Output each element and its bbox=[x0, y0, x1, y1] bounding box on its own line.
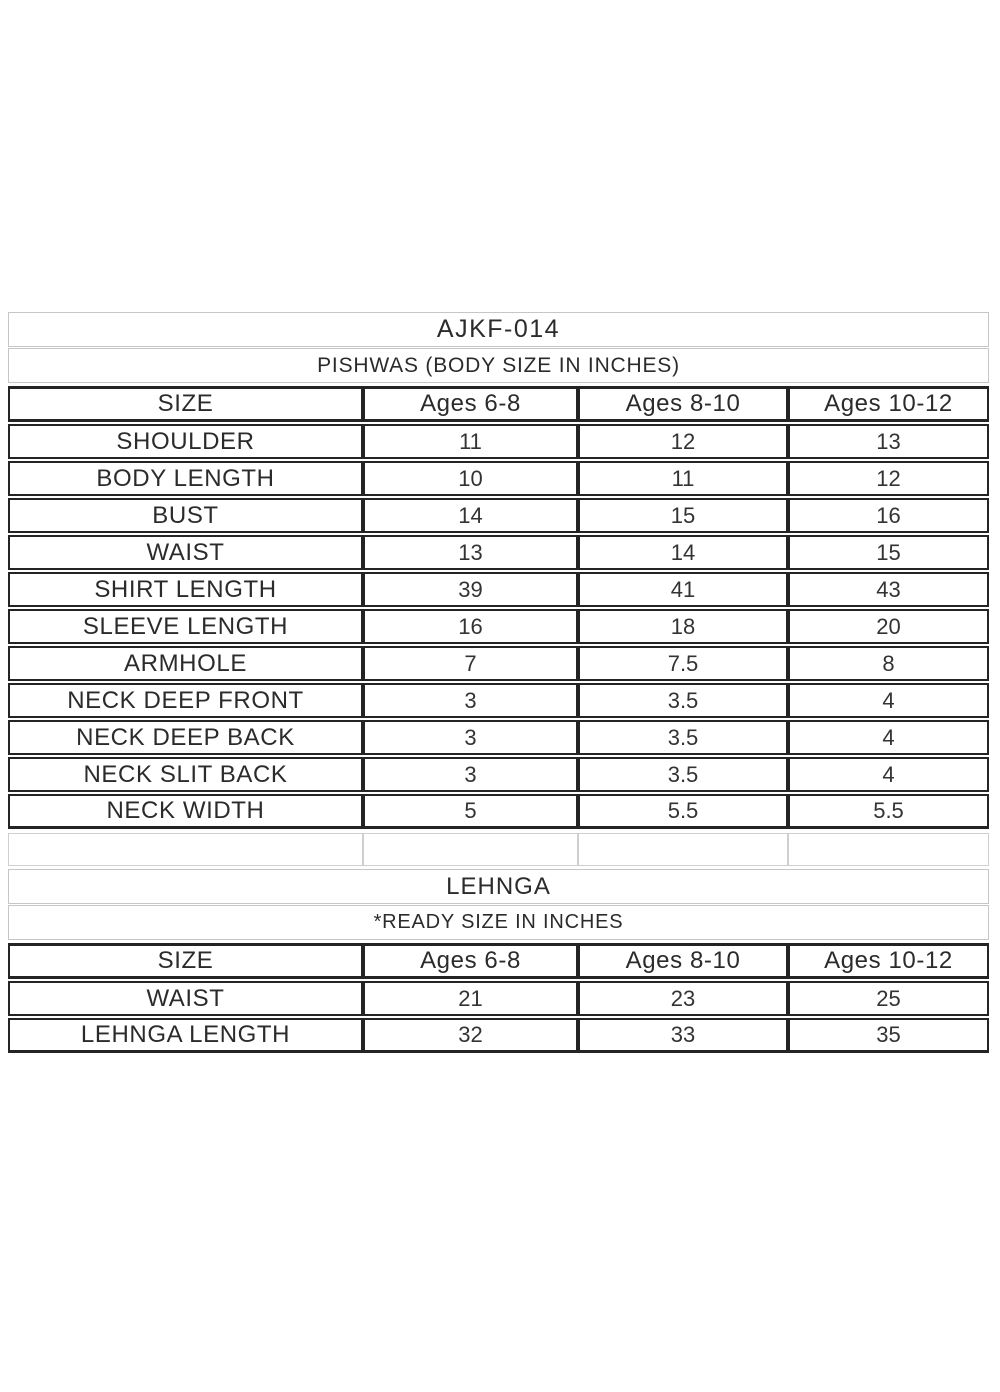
table-row: WAIST 13 14 15 bbox=[8, 535, 989, 570]
size-value-cell: 4 bbox=[788, 720, 989, 755]
table-row: NECK WIDTH 5 5.5 5.5 bbox=[8, 794, 989, 829]
size-value-cell: 12 bbox=[578, 424, 788, 459]
size-value-cell: 18 bbox=[578, 609, 788, 644]
pishwas-subtitle-row: PISHWAS (BODY SIZE IN INCHES) bbox=[8, 348, 989, 383]
size-value-cell: 12 bbox=[788, 461, 989, 496]
product-code: AJKF-014 bbox=[8, 312, 989, 347]
size-value-cell: 32 bbox=[363, 1018, 578, 1053]
size-value-cell: 5 bbox=[363, 794, 578, 829]
size-value-cell: 3 bbox=[363, 720, 578, 755]
row-label: NECK WIDTH bbox=[8, 794, 363, 829]
empty-spacer-row bbox=[8, 831, 989, 868]
row-label: ARMHOLE bbox=[8, 646, 363, 681]
pishwas-header-row: SIZE Ages 6-8 Ages 8-10 Ages 10-12 bbox=[8, 386, 989, 422]
table-row: SLEEVE LENGTH 16 18 20 bbox=[8, 609, 989, 644]
size-value-cell: 25 bbox=[788, 981, 989, 1016]
column-header-ages-6-8: Ages 6-8 bbox=[363, 943, 578, 979]
pishwas-subtitle: PISHWAS (BODY SIZE IN INCHES) bbox=[8, 348, 989, 383]
row-label: SHOULDER bbox=[8, 424, 363, 459]
size-value-cell: 3.5 bbox=[578, 720, 788, 755]
row-label: NECK DEEP BACK bbox=[8, 720, 363, 755]
size-value-cell: 43 bbox=[788, 572, 989, 607]
row-label: NECK SLIT BACK bbox=[8, 757, 363, 792]
size-value-cell: 8 bbox=[788, 646, 989, 681]
size-value-cell: 4 bbox=[788, 683, 989, 718]
size-value-cell: 39 bbox=[363, 572, 578, 607]
spacer-row bbox=[8, 833, 989, 866]
row-label: SLEEVE LENGTH bbox=[8, 609, 363, 644]
size-value-cell: 7.5 bbox=[578, 646, 788, 681]
lehnga-size-table: SIZE Ages 6-8 Ages 8-10 Ages 10-12 WAIST… bbox=[8, 941, 989, 1055]
lehnga-title-row: LEHNGA bbox=[8, 869, 989, 904]
lehnga-header-row: SIZE Ages 6-8 Ages 8-10 Ages 10-12 bbox=[8, 943, 989, 979]
pishwas-table-body: SHOULDER 11 12 13 BODY LENGTH 10 11 12 BUST 14 15 1… bbox=[8, 424, 989, 829]
size-value-cell: 3 bbox=[363, 683, 578, 718]
size-value-cell: 16 bbox=[788, 498, 989, 533]
row-label: BUST bbox=[8, 498, 363, 533]
size-value-cell: 3.5 bbox=[578, 683, 788, 718]
size-value-cell: 41 bbox=[578, 572, 788, 607]
size-value-cell: 14 bbox=[363, 498, 578, 533]
column-header-size: SIZE bbox=[8, 943, 363, 979]
size-value-cell: 15 bbox=[578, 498, 788, 533]
size-value-cell: 23 bbox=[578, 981, 788, 1016]
size-value-cell: 5.5 bbox=[578, 794, 788, 829]
column-header-ages-8-10: Ages 8-10 bbox=[578, 943, 788, 979]
table-row: NECK DEEP FRONT 3 3.5 4 bbox=[8, 683, 989, 718]
size-value-cell: 3.5 bbox=[578, 757, 788, 792]
spacer-cell bbox=[578, 833, 788, 866]
row-label: WAIST bbox=[8, 981, 363, 1016]
column-header-ages-6-8: Ages 6-8 bbox=[363, 386, 578, 422]
size-value-cell: 11 bbox=[363, 424, 578, 459]
lehnga-subtitle: *READY SIZE IN INCHES bbox=[8, 905, 989, 940]
size-value-cell: 3 bbox=[363, 757, 578, 792]
table-row: ARMHOLE 7 7.5 8 bbox=[8, 646, 989, 681]
column-header-ages-10-12: Ages 10-12 bbox=[788, 943, 989, 979]
size-chart-stack: AJKF-014 PISHWAS (BODY SIZE IN INCHES) S… bbox=[8, 311, 989, 1055]
size-value-cell: 4 bbox=[788, 757, 989, 792]
product-code-row: AJKF-014 bbox=[8, 312, 989, 347]
spacer-cell bbox=[8, 833, 363, 866]
column-header-size: SIZE bbox=[8, 386, 363, 422]
size-value-cell: 14 bbox=[578, 535, 788, 570]
row-label: SHIRT LENGTH bbox=[8, 572, 363, 607]
spacer-cell bbox=[788, 833, 989, 866]
table-row: SHOULDER 11 12 13 bbox=[8, 424, 989, 459]
spacer-cell bbox=[363, 833, 578, 866]
size-value-cell: 35 bbox=[788, 1018, 989, 1053]
table-row: BODY LENGTH 10 11 12 bbox=[8, 461, 989, 496]
table-row: WAIST 21 23 25 bbox=[8, 981, 989, 1016]
lehnga-title: LEHNGA bbox=[8, 869, 989, 904]
size-value-cell: 21 bbox=[363, 981, 578, 1016]
size-value-cell: 10 bbox=[363, 461, 578, 496]
size-value-cell: 11 bbox=[578, 461, 788, 496]
table-row: SHIRT LENGTH 39 41 43 bbox=[8, 572, 989, 607]
row-label: WAIST bbox=[8, 535, 363, 570]
column-header-ages-10-12: Ages 10-12 bbox=[788, 386, 989, 422]
size-value-cell: 20 bbox=[788, 609, 989, 644]
size-value-cell: 13 bbox=[363, 535, 578, 570]
lehnga-table-body: WAIST 21 23 25 LEHNGA LENGTH 32 33 35 bbox=[8, 981, 989, 1053]
product-header-table: AJKF-014 PISHWAS (BODY SIZE IN INCHES) bbox=[8, 311, 989, 384]
pishwas-size-table: SIZE Ages 6-8 Ages 8-10 Ages 10-12 SHOUL… bbox=[8, 384, 989, 831]
row-label: LEHNGA LENGTH bbox=[8, 1018, 363, 1053]
table-row: BUST 14 15 16 bbox=[8, 498, 989, 533]
size-value-cell: 7 bbox=[363, 646, 578, 681]
lehnga-header-table: LEHNGA *READY SIZE IN INCHES bbox=[8, 868, 989, 941]
size-value-cell: 5.5 bbox=[788, 794, 989, 829]
size-value-cell: 33 bbox=[578, 1018, 788, 1053]
row-label: BODY LENGTH bbox=[8, 461, 363, 496]
table-row: LEHNGA LENGTH 32 33 35 bbox=[8, 1018, 989, 1053]
column-header-ages-8-10: Ages 8-10 bbox=[578, 386, 788, 422]
size-value-cell: 15 bbox=[788, 535, 989, 570]
lehnga-subtitle-row: *READY SIZE IN INCHES bbox=[8, 905, 989, 940]
table-row: NECK DEEP BACK 3 3.5 4 bbox=[8, 720, 989, 755]
row-label: NECK DEEP FRONT bbox=[8, 683, 363, 718]
size-value-cell: 16 bbox=[363, 609, 578, 644]
size-value-cell: 13 bbox=[788, 424, 989, 459]
table-row: NECK SLIT BACK 3 3.5 4 bbox=[8, 757, 989, 792]
